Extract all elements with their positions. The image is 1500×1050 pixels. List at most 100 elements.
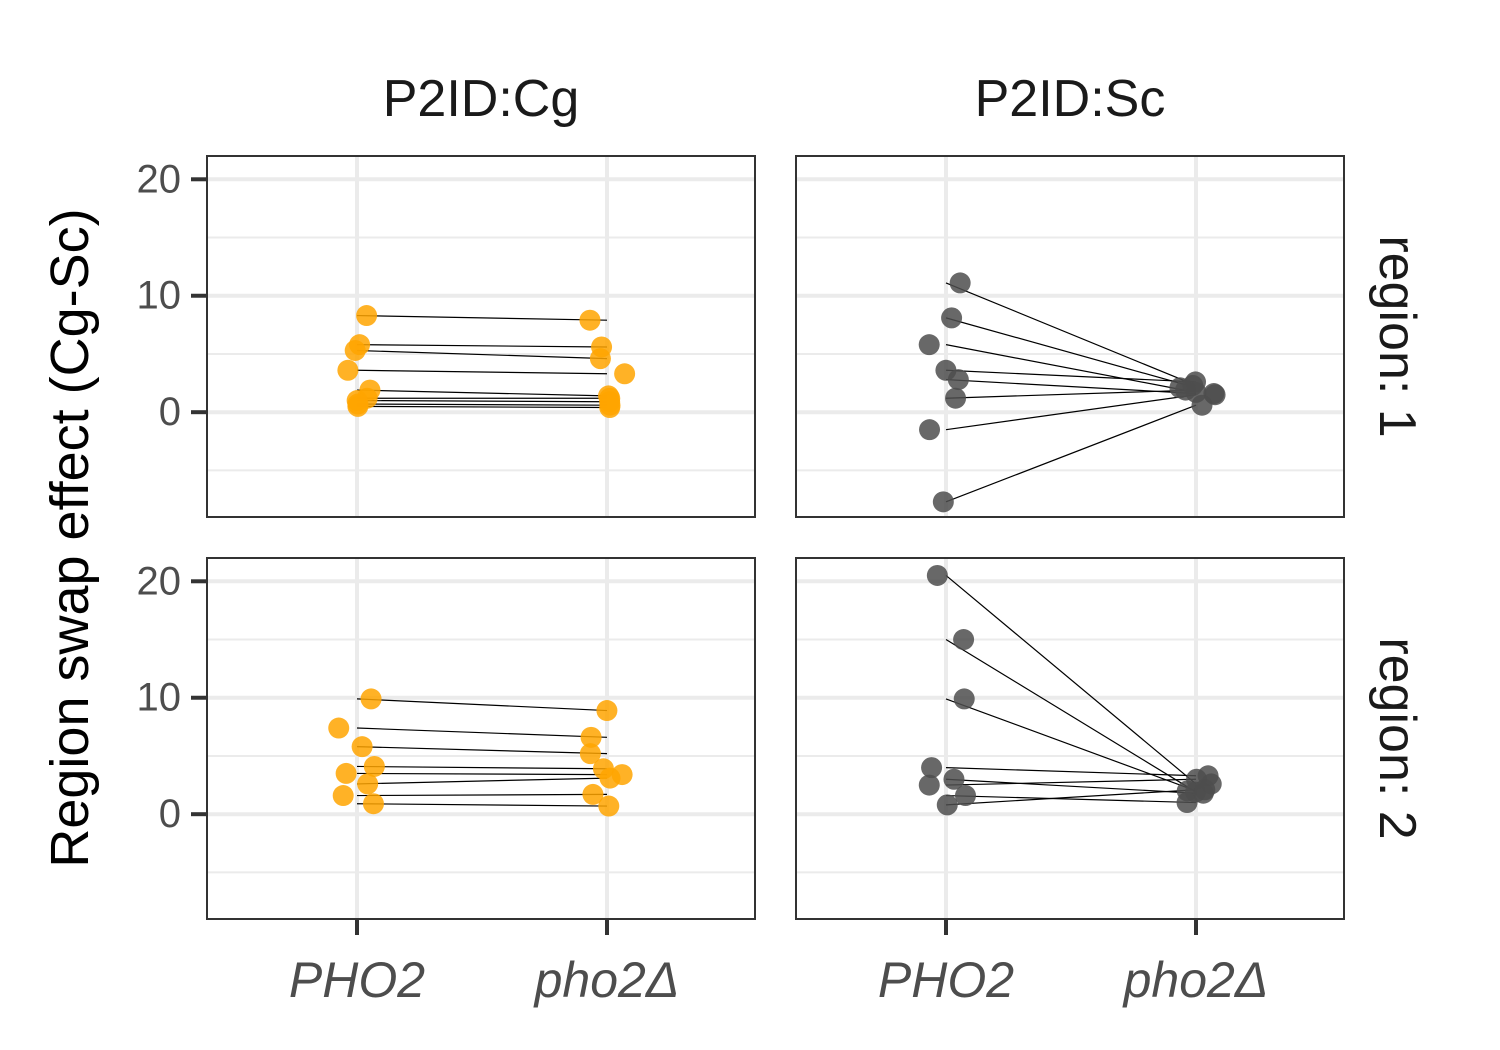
pair-connector-line <box>945 394 1197 431</box>
pair-connector-line <box>356 349 608 360</box>
data-point <box>921 757 943 779</box>
pair-connector-line <box>945 767 1197 777</box>
pair-connector-line <box>356 389 608 397</box>
data-point <box>947 369 969 391</box>
data-point <box>918 774 940 796</box>
panel-border <box>206 155 756 518</box>
data-point <box>954 785 976 807</box>
row-strip-label: region: 2 <box>1368 637 1426 839</box>
panel-border <box>206 557 756 920</box>
y-axis-title: Region swap effect (Cg-Sc) <box>40 208 100 867</box>
pair-connector-line <box>945 698 1197 792</box>
facet-panel: PHO2 pho2Δ <box>795 557 1345 1008</box>
data-point <box>579 743 601 765</box>
data-point <box>599 397 621 419</box>
data-point <box>363 755 385 777</box>
pair-connector-line <box>356 314 608 321</box>
data-point <box>949 272 971 294</box>
data-point <box>351 736 373 758</box>
y-tick-label: 20 <box>137 157 182 201</box>
pair-connector-line <box>356 403 608 406</box>
pair-connector-line <box>945 317 1197 389</box>
x-tick-label: PHO2 <box>289 952 425 1008</box>
panel-background <box>796 156 1344 517</box>
pair-connector-line <box>356 765 608 770</box>
pair-connector-line <box>945 639 1197 793</box>
column-strip-label: P2ID:Sc <box>975 70 1166 128</box>
data-point <box>1194 779 1216 801</box>
panel-background <box>796 558 1344 919</box>
plot-area: P2ID:Cg P2ID:Sc region: 1 region: 2 0 10 20 0 10… <box>137 70 1427 1008</box>
panel-background <box>207 558 755 919</box>
data-point <box>918 334 940 356</box>
data-point <box>362 793 384 815</box>
pair-connector-line <box>356 803 608 807</box>
data-point <box>919 419 941 441</box>
data-point <box>614 363 636 385</box>
pair-connector-line <box>356 399 608 403</box>
facet-panel: 0 10 20 <box>137 155 756 518</box>
y-tick-label: 10 <box>137 274 182 318</box>
y-tick-label: 10 <box>137 676 182 720</box>
pair-connector-line <box>356 772 608 776</box>
pair-connector-line <box>945 404 1197 503</box>
facet-panel: 0 10 20 PHO2 pho2Δ <box>137 557 756 1008</box>
data-point <box>943 768 965 790</box>
pair-connector-line <box>945 794 1197 804</box>
panel-background <box>207 156 755 517</box>
data-point <box>926 564 948 586</box>
data-point <box>1191 394 1213 416</box>
data-point <box>356 305 378 327</box>
data-point <box>598 795 620 817</box>
pair-connector-line <box>945 789 1197 806</box>
data-point <box>945 387 967 409</box>
pair-connector-line <box>356 727 608 738</box>
data-point <box>337 359 359 381</box>
pair-connector-line <box>356 369 608 375</box>
x-tick-label: pho2Δ <box>1122 952 1269 1008</box>
data-point <box>580 726 602 748</box>
pair-connector-line <box>945 389 1197 399</box>
x-tick-label: pho2Δ <box>533 952 680 1008</box>
data-point <box>332 785 354 807</box>
panel-border <box>795 155 1345 518</box>
data-point <box>1175 379 1197 401</box>
data-point <box>953 629 975 651</box>
pair-connector-line <box>945 778 1197 786</box>
x-tick-label: PHO2 <box>878 952 1014 1008</box>
pair-connector-line <box>356 746 608 755</box>
pair-connector-line <box>356 698 608 712</box>
data-point <box>1176 792 1198 814</box>
data-point <box>599 767 621 789</box>
pair-connector-line <box>945 344 1197 393</box>
data-point <box>932 491 954 513</box>
data-point <box>579 309 601 331</box>
pair-connector-line <box>356 777 608 785</box>
data-point <box>589 348 611 370</box>
data-point <box>596 700 618 722</box>
y-tick-label: 0 <box>159 792 181 836</box>
pair-connector-line <box>945 282 1197 386</box>
data-point <box>347 395 369 417</box>
row-strip-label: region: 1 <box>1368 235 1426 437</box>
y-tick-label: 0 <box>159 390 181 434</box>
pair-connector-line <box>356 793 608 797</box>
y-tick-label: 20 <box>137 559 182 603</box>
data-point <box>335 762 357 784</box>
data-point <box>328 717 350 739</box>
data-point <box>357 773 379 795</box>
pair-connector-line <box>945 369 1197 383</box>
data-point <box>941 307 963 329</box>
data-point <box>582 783 604 805</box>
pair-connector-line <box>356 405 608 409</box>
data-point <box>953 688 975 710</box>
data-point <box>360 688 382 710</box>
facet-panel <box>795 155 1345 518</box>
data-point <box>344 339 366 361</box>
pair-connector-line <box>945 575 1197 785</box>
pair-connector-line <box>945 778 1197 794</box>
panel-border <box>795 557 1345 920</box>
data-point <box>936 794 958 816</box>
column-strip-label: P2ID:Cg <box>383 70 580 128</box>
